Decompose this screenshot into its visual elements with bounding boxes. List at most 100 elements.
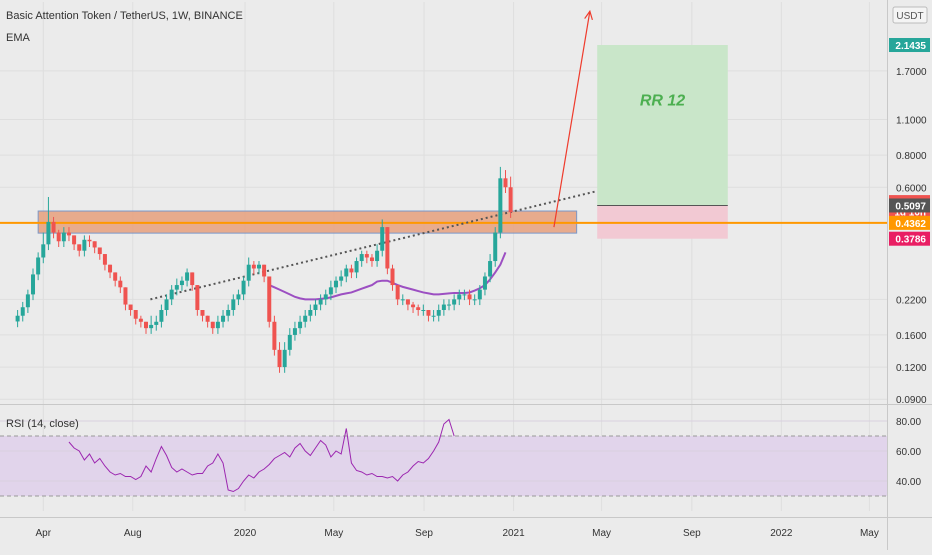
candle-body: [256, 264, 261, 269]
ema-line: [268, 251, 507, 301]
time-tick-label: Sep: [415, 528, 433, 539]
candle-body: [102, 254, 107, 265]
candle-body: [447, 304, 452, 306]
price-tick-label: 0.6000: [896, 183, 927, 194]
time-tick-label: 2020: [234, 528, 257, 539]
candle-body: [25, 294, 30, 308]
candle-body: [452, 299, 457, 305]
time-tick-label: Apr: [36, 528, 52, 539]
candle-body: [344, 268, 349, 277]
candle-body: [226, 310, 231, 316]
candle-body: [66, 232, 71, 236]
candle-body: [46, 221, 51, 245]
candle-body: [20, 307, 25, 316]
chart-title: Basic Attention Token / TetherUS, 1W, BI…: [6, 10, 243, 22]
profit-zone: [597, 45, 728, 206]
candle-body: [251, 264, 256, 269]
candle-body: [138, 318, 143, 322]
time-tick-label: May: [592, 528, 611, 539]
price-label-box: [889, 215, 930, 230]
candle-body: [380, 227, 385, 251]
price-label: 2.1435: [895, 41, 926, 52]
candle-body: [215, 321, 220, 329]
rsi-band: [0, 436, 887, 496]
candle-body: [349, 268, 354, 273]
candle-body: [318, 299, 323, 305]
candle-body: [87, 239, 92, 242]
time-tick-label: Sep: [683, 528, 701, 539]
rsi-tick-label: 80.00: [896, 417, 921, 428]
target-arrow: [553, 11, 591, 228]
candle-body: [508, 187, 513, 213]
candle-body: [31, 274, 36, 295]
candle-body: [185, 272, 190, 281]
candle-body: [323, 294, 328, 300]
candle-body: [36, 257, 41, 275]
candle-body: [488, 261, 493, 277]
candle-body: [385, 227, 390, 269]
candle-body: [195, 285, 200, 311]
candle-body: [298, 321, 303, 329]
candle-body: [334, 280, 339, 288]
candle-body: [123, 287, 128, 305]
price-label: 0.3786: [895, 235, 926, 246]
price-label: 0.5097: [895, 201, 926, 212]
candle-body: [41, 244, 46, 258]
candle-body: [498, 178, 503, 233]
candle-body: [426, 310, 431, 316]
candle-body: [472, 299, 477, 301]
candle-body: [169, 289, 174, 300]
candle-body: [308, 310, 313, 316]
price-label-box: [889, 198, 930, 213]
candle-body: [241, 280, 246, 295]
price-label-box: [889, 231, 930, 246]
rsi-legend: RSI (14, close): [6, 418, 79, 430]
candle-body: [303, 315, 308, 322]
candle-body: [15, 315, 20, 322]
candle-body: [405, 299, 410, 305]
candle-body: [482, 276, 487, 290]
time-tick-label: 2022: [770, 528, 793, 539]
candle-body: [128, 304, 133, 311]
candle-body: [210, 321, 215, 329]
price-tick-label: 0.2200: [896, 295, 927, 306]
candle-body: [477, 289, 482, 300]
candle-body: [277, 349, 282, 368]
candle-body: [221, 315, 226, 322]
candle-body: [113, 272, 118, 281]
rsi-tick-label: 40.00: [896, 477, 921, 488]
candle-body: [236, 294, 241, 300]
candle-body: [133, 310, 138, 319]
unit-box: [892, 6, 928, 24]
ema-legend: EMA: [6, 32, 30, 44]
price-tick-label: 1.1000: [896, 116, 927, 127]
price-label-box: [889, 38, 930, 53]
candle-body: [143, 321, 148, 329]
candle-body: [190, 272, 195, 286]
candle-body: [375, 250, 380, 262]
candle-body: [457, 294, 462, 300]
candle-body: [369, 257, 374, 262]
candle-body: [292, 328, 297, 335]
rsi-line: [68, 418, 455, 493]
candle-body: [364, 254, 369, 258]
candle-body: [154, 321, 159, 325]
candle-body: [313, 304, 318, 311]
price-tick-label: 0.1200: [896, 363, 927, 374]
dotted-trendline: [150, 190, 598, 301]
candle-body: [431, 315, 436, 317]
candle-body: [108, 264, 113, 273]
candle-body: [272, 321, 277, 350]
time-tick-label: May: [860, 528, 879, 539]
candle-body: [200, 310, 205, 316]
candle-body: [462, 294, 467, 296]
candle-body: [359, 254, 364, 262]
candle-body: [246, 264, 251, 281]
candle-body: [97, 247, 102, 255]
price-tick-label: 0.8000: [896, 151, 927, 162]
candle-body: [467, 294, 472, 300]
candle-body: [339, 276, 344, 281]
candle-body: [159, 310, 164, 322]
